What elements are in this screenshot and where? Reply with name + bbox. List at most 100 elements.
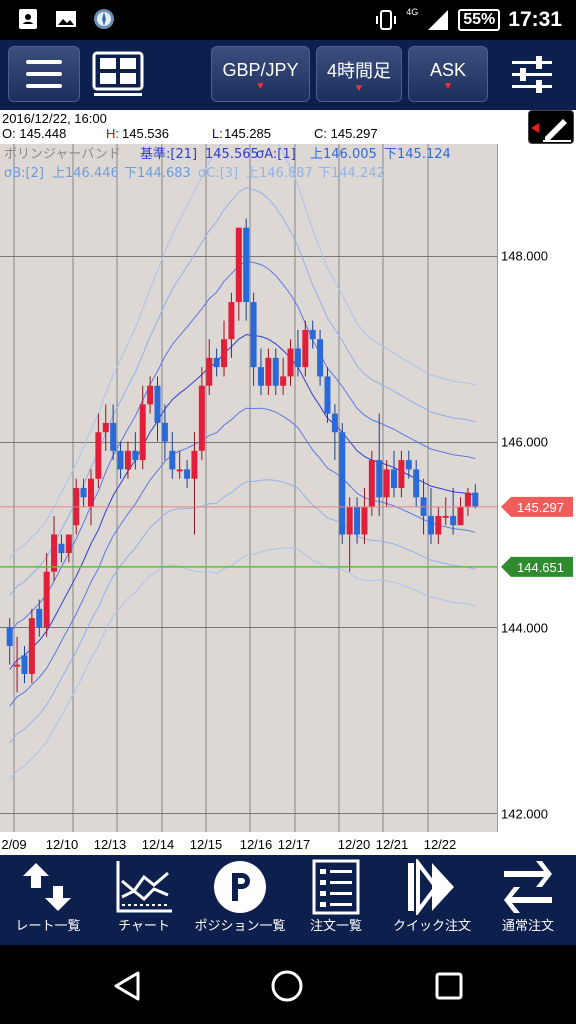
candle-body <box>427 515 434 535</box>
currency-pair-select[interactable]: GBP/JPY ▼ <box>211 46 310 102</box>
nav-quick-order[interactable]: クイック注文 <box>384 855 480 945</box>
chart-settings-button[interactable] <box>500 46 564 102</box>
reference-price-label: 144.651 <box>517 560 564 575</box>
indicator-legend-text: ボリンジャーバンド <box>4 147 121 162</box>
candle-body <box>391 469 398 488</box>
indicator-legend-text: 基準:[21] <box>140 146 197 162</box>
candle-body <box>472 492 479 507</box>
contact-card-icon <box>19 9 37 29</box>
candlestick-chart[interactable]: 148.000 146.000 144.000 142.000 145.297 144.6… <box>0 144 576 855</box>
x-tick-label: 2/09 <box>1 837 26 852</box>
candle-body <box>331 413 338 433</box>
indicator-legend-text: σB:[2] <box>4 166 44 181</box>
low-value: 145.285 <box>224 126 271 141</box>
candle-body <box>176 469 183 472</box>
candle-body <box>368 460 375 507</box>
bollinger-band-line <box>9 407 476 707</box>
quick-order-icon <box>408 859 454 915</box>
candle-body <box>206 357 213 386</box>
bollinger-band-line <box>9 334 476 670</box>
y-tick-label: 142.000 <box>501 806 548 821</box>
chart-area[interactable]: 148.000 146.000 144.000 142.000 145.297 144.6… <box>0 144 576 855</box>
x-tick-label: 12/20 <box>338 837 371 852</box>
candle-body <box>383 469 390 498</box>
reference-price-badge <box>501 556 573 577</box>
x-tick-label: 12/14 <box>142 837 175 852</box>
candle-body <box>6 627 13 647</box>
top-toolbar: GBP/JPY ▼ 4時間足 ▼ ASK ▼ <box>0 40 576 110</box>
x-tick-label: 12/16 <box>240 837 273 852</box>
home-icon[interactable] <box>270 969 304 1003</box>
indicator-legend-text: 下145.124 <box>384 147 451 162</box>
price-side-select[interactable]: ASK ▼ <box>408 46 488 102</box>
x-tick-label: 12/21 <box>376 837 409 852</box>
price-side-label: ASK <box>429 59 467 80</box>
candle-body <box>317 339 324 377</box>
nav-rate-list[interactable]: レート一覧 <box>0 855 96 945</box>
high-value: 145.536 <box>122 126 169 141</box>
candle-body <box>191 450 198 479</box>
bollinger-band-line <box>9 547 476 781</box>
candle-body <box>124 450 131 470</box>
vibrate-icon <box>376 10 397 30</box>
timeframe-select[interactable]: 4時間足 ▼ <box>316 46 402 102</box>
back-icon[interactable] <box>110 969 144 1003</box>
drawing-tool-button[interactable] <box>528 110 574 144</box>
bollinger-band-line <box>9 144 476 560</box>
indicator-legend-text: 145.565 <box>205 147 259 162</box>
candle-body <box>21 655 28 674</box>
status-clock: 17:31 <box>508 8 562 31</box>
indicator-legend-text: σA:[1] <box>256 147 296 162</box>
current-price-badge <box>501 496 573 517</box>
network-type: 4G <box>406 7 419 17</box>
candle-body <box>28 618 35 674</box>
nav-position-list[interactable]: ポジション一覧 <box>192 855 288 945</box>
candle-body <box>235 227 242 303</box>
candle-body <box>198 385 205 451</box>
candle-body <box>398 460 405 488</box>
system-navigation-bar <box>0 945 576 1024</box>
candle-body <box>354 506 361 535</box>
candle-body <box>95 432 102 479</box>
nav-order-list-label: 注文一覧 <box>309 919 362 934</box>
indicator-legend-text: 上146.887 <box>246 166 313 181</box>
bollinger-band-line <box>9 186 476 596</box>
candle-body <box>457 506 464 526</box>
candle-datetime: 2016/12/22, 16:00 <box>2 111 107 126</box>
y-tick-label: 146.000 <box>501 435 548 450</box>
indicator-legend-text: 下144.683 <box>124 166 191 181</box>
nav-order-list[interactable]: 注文一覧 <box>288 855 384 945</box>
rate-list-icon <box>23 863 71 911</box>
candle-body <box>405 460 412 470</box>
currency-pair-label: GBP/JPY <box>222 59 299 80</box>
layout-button[interactable] <box>88 48 148 100</box>
recent-apps-icon[interactable] <box>432 969 466 1003</box>
candle-body <box>435 515 442 535</box>
nav-chart[interactable]: チャート <box>96 855 192 945</box>
close-value: C: 145.297 <box>314 126 378 141</box>
order-list-icon <box>312 859 360 915</box>
hamburger-icon <box>26 60 62 88</box>
candle-body <box>464 492 471 507</box>
battery-level: 55% <box>463 11 496 28</box>
position-list-icon <box>214 861 266 913</box>
candle-body <box>132 450 139 461</box>
candle-body <box>324 376 331 414</box>
candle-body <box>117 450 124 470</box>
y-tick-label: 144.000 <box>501 620 548 635</box>
candle-body <box>265 357 272 386</box>
candle-body <box>287 348 294 377</box>
normal-order-icon <box>504 861 552 913</box>
nav-normal-order[interactable]: 通常注文 <box>480 855 576 945</box>
dropdown-arrow-icon: ▼ <box>443 80 453 92</box>
y-tick-label: 148.000 <box>501 249 548 264</box>
candle-body <box>65 534 72 554</box>
candle-body <box>36 608 43 628</box>
pencil-icon <box>531 119 571 142</box>
dropdown-arrow-icon: ▼ <box>354 83 364 94</box>
candle-body <box>280 376 287 386</box>
menu-button[interactable] <box>8 46 80 102</box>
candle-body <box>250 302 257 368</box>
grid-layout-icon <box>92 51 144 96</box>
